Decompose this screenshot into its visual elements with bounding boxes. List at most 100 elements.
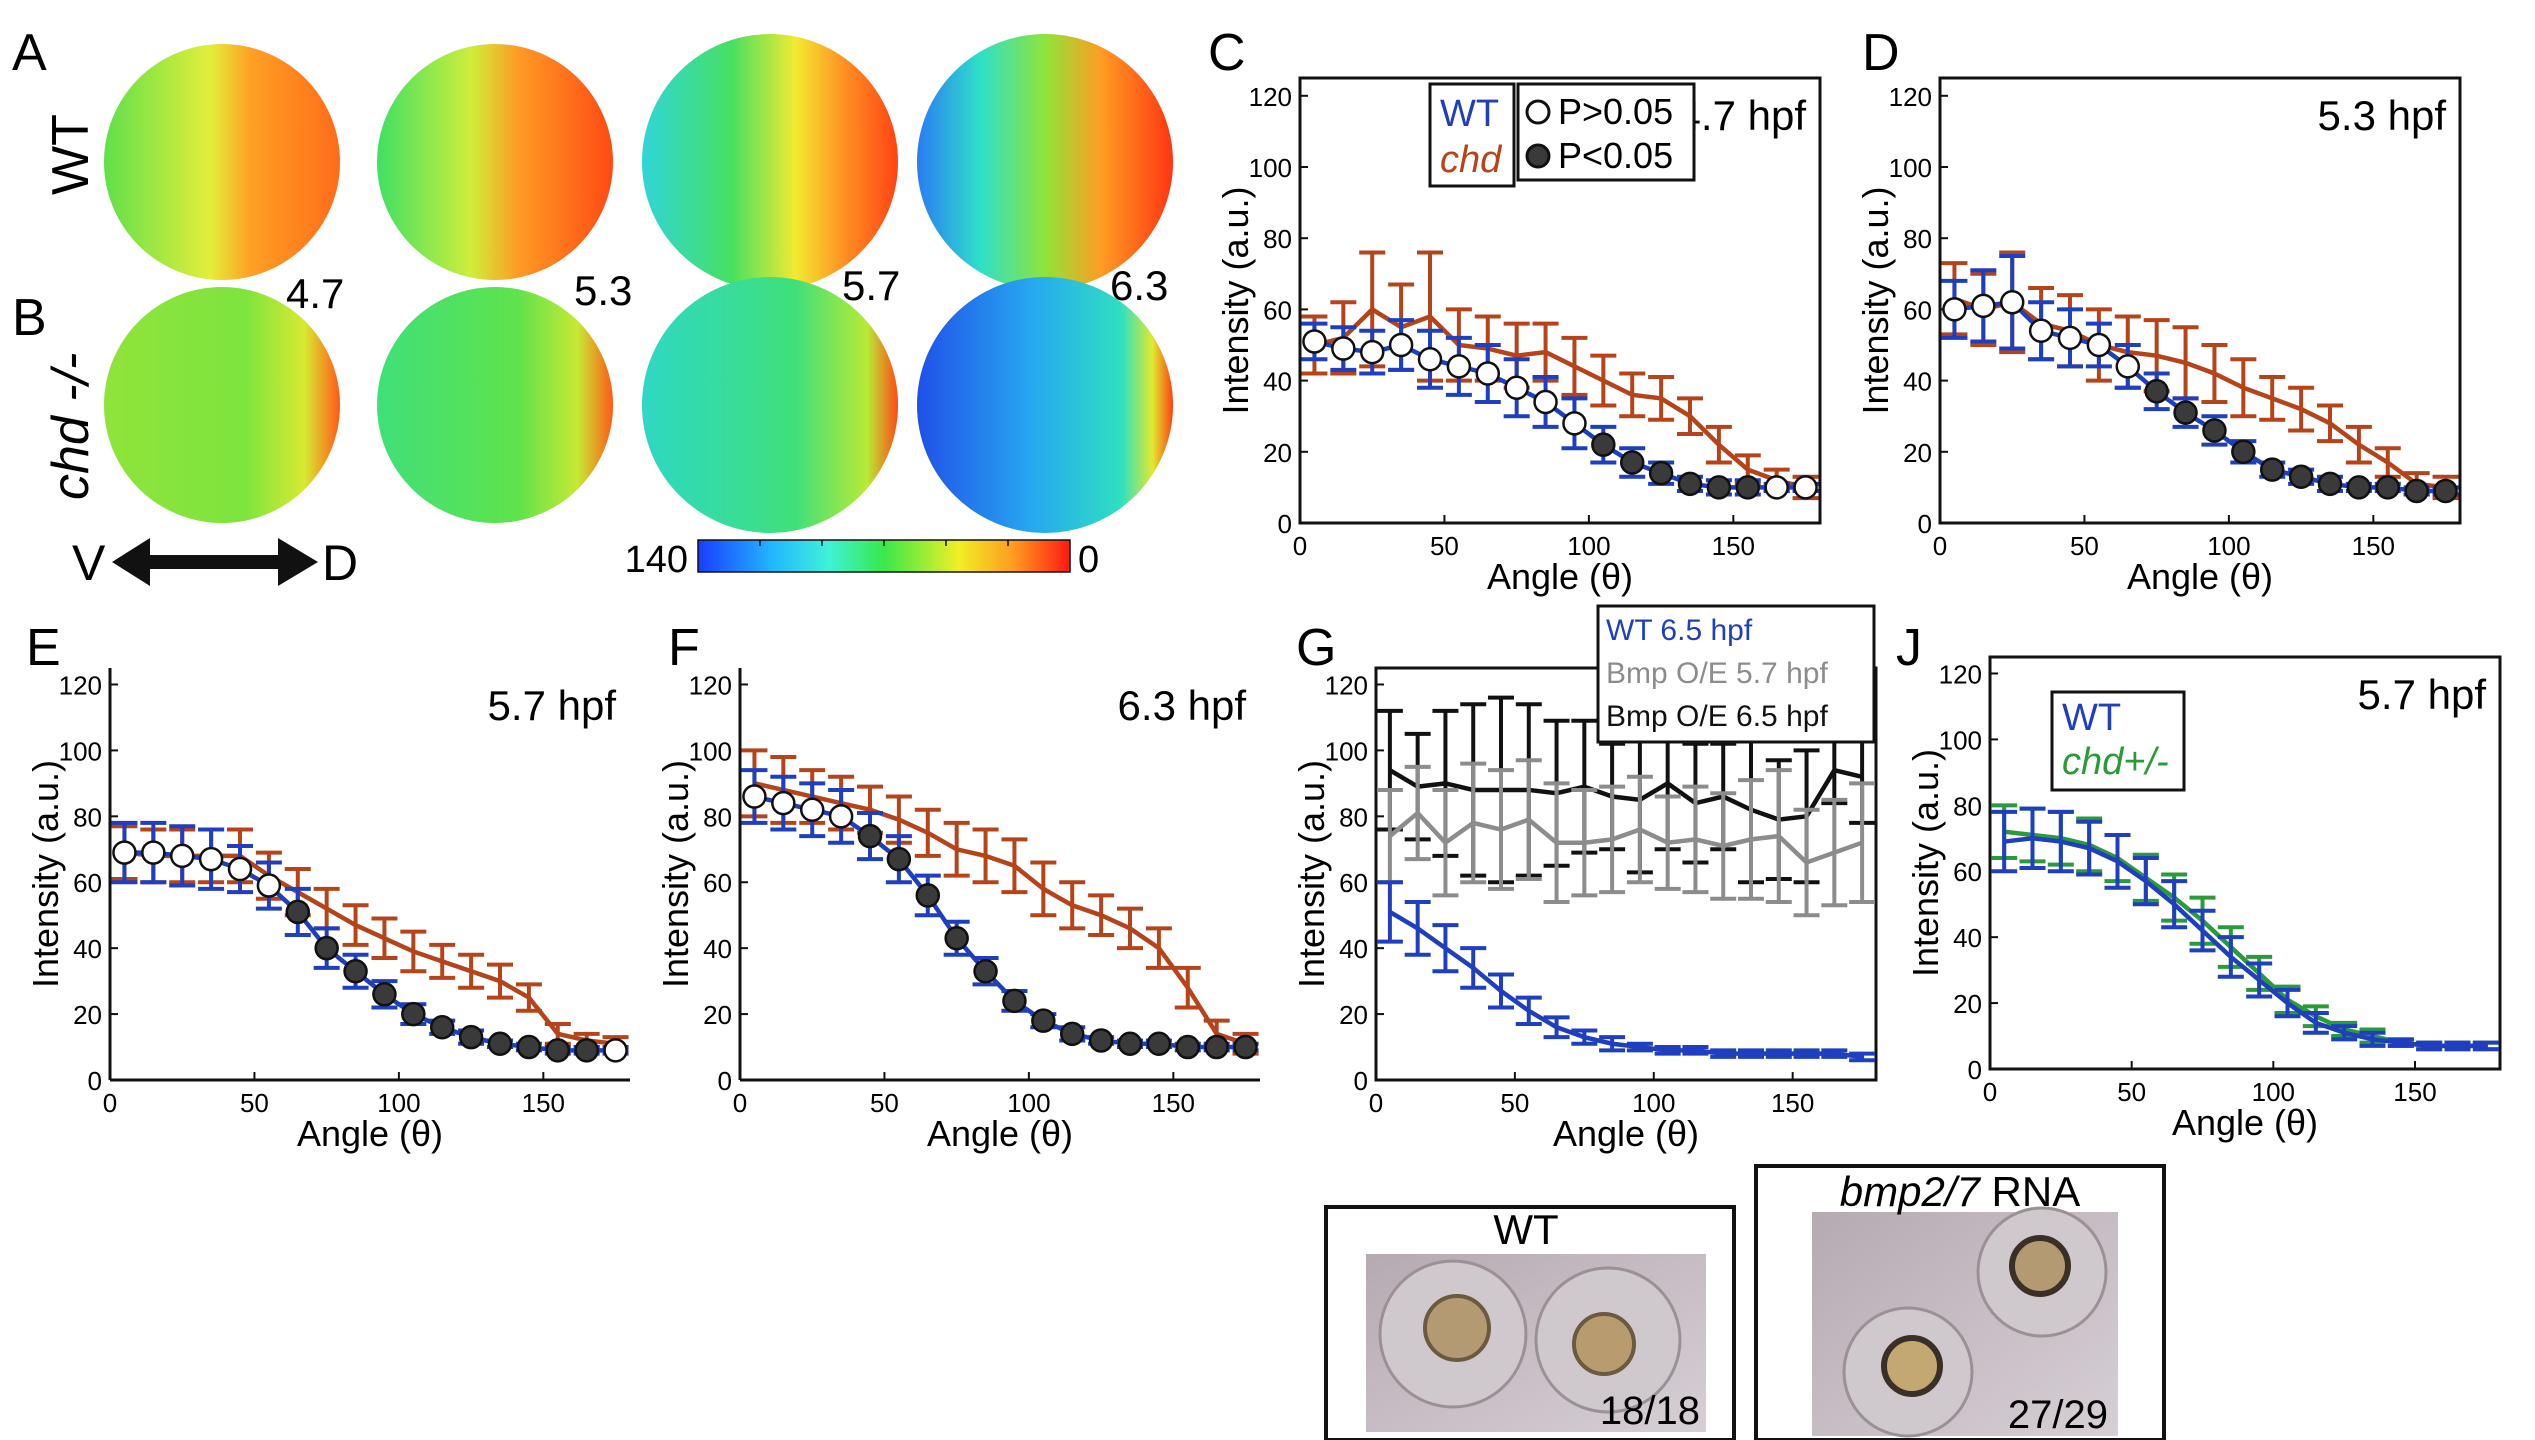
chart-c-xtick-label: 0 — [1293, 531, 1307, 561]
chart-d-series-wt-point — [1971, 293, 1996, 319]
chart-c-series-wt-point — [1764, 475, 1789, 500]
chart-f-ytick-label: 60 — [703, 868, 732, 898]
chart-e-series-wt-point — [516, 1034, 542, 1060]
chart-f-series-wt-point — [973, 958, 998, 984]
legend-j: WT chd+/- — [2050, 690, 2186, 792]
chart-c-series-wt-point — [1446, 354, 1472, 379]
chart-j-series-wt-line — [2003, 836, 2486, 1049]
photo-h-title: WT — [1493, 1206, 1558, 1253]
chart-c-ytick-label: 120 — [1249, 82, 1292, 112]
chart-c-series-wt-point — [1302, 329, 1327, 354]
chart-d-xlabel: Angle (θ) — [2127, 556, 2273, 597]
chart-g-xtick-label: 150 — [1771, 1088, 1814, 1118]
ventral-label: V — [72, 535, 106, 591]
chart-j-xtick-label: 50 — [2117, 1077, 2146, 1107]
photo-h-count: 18/18 — [1600, 1389, 1700, 1433]
chart-f-series-wt-point — [771, 790, 796, 816]
chart-c-series-wt-point — [1359, 339, 1385, 365]
chart-d-series-wt-point — [2404, 478, 2429, 504]
chart-f-series-wt-point — [915, 883, 941, 908]
chart-e-series-wt-point — [372, 982, 397, 1007]
chart-f-series-wt-point — [857, 823, 883, 849]
chart-d-ytick-label: 0 — [1918, 509, 1932, 539]
chart-c-series-wt-point — [1591, 432, 1616, 457]
chart-e-ytick-label: 20 — [73, 1000, 102, 1030]
chart-g-xtick-label: 100 — [1632, 1088, 1675, 1118]
chart-c-series-chd-line — [1313, 306, 1807, 490]
chart-c-frame — [1298, 76, 1822, 525]
chart-d-series-wt-point — [2086, 332, 2112, 358]
panel-letter-c: C — [1208, 24, 1246, 82]
chart-e-series-wt-line — [124, 850, 616, 1053]
chart-d-ytick-label: 100 — [1889, 153, 1932, 183]
photo-i-title-gene: bmp2/7 — [1840, 1168, 1982, 1215]
legend-j-het: chd+/- — [2062, 741, 2169, 783]
chart-c-ytick-label: 40 — [1263, 367, 1292, 397]
chart-e-series-wt-point — [169, 843, 195, 869]
chart-c-xtick-label: 150 — [1712, 531, 1755, 561]
sphere-wt-2 — [377, 44, 613, 280]
chart-c-series-wt-point — [1562, 411, 1587, 436]
sphere-chd-3 — [642, 277, 898, 533]
chart-e-series-wt-point — [256, 873, 282, 898]
chart-e-series-wt-point — [343, 958, 368, 984]
chart-f-series-wt-point — [886, 846, 912, 872]
chart-e-xtick-label: 0 — [103, 1088, 117, 1118]
chart-j-xtick-label: 100 — [2252, 1077, 2295, 1107]
photo-i-title-rest: RNA — [1980, 1168, 2080, 1215]
chart-d-series-chd — [1941, 250, 2459, 501]
chart-d-series-chd-line — [1953, 296, 2446, 490]
chart-d-series-wt-point — [1942, 297, 1967, 322]
chart-f-ytick-label: 120 — [689, 670, 732, 700]
chart-d-series-wt-point — [2028, 318, 2054, 344]
chart-e-series-wt-point — [401, 1001, 426, 1027]
chart-j-ylabel: Intensity (a.u.) — [1905, 749, 1946, 977]
chart-g-xtick-label: 0 — [1369, 1088, 1383, 1118]
chart-d-ylabel: Intensity (a.u.) — [1855, 186, 1896, 414]
legend-c-filled-marker — [1525, 143, 1551, 169]
legend-c-open-marker — [1525, 99, 1551, 125]
panel-letter-j: J — [1896, 619, 1922, 677]
chart-e-series-wt-point — [574, 1038, 599, 1063]
chart-g-series-wt-6-5-hpf — [1376, 880, 1876, 1063]
panel-letter-e: E — [26, 619, 61, 677]
chart-c-series-wt — [1301, 318, 1819, 500]
chart-f-series-chd — [741, 748, 1259, 1056]
chart-f-series-wt-point — [828, 804, 854, 829]
chart-g-ytick-label: 0 — [1354, 1066, 1368, 1096]
sphere-wt-3 — [642, 34, 898, 290]
chart-e-xtick-label: 50 — [240, 1088, 269, 1118]
chart-j-frame — [1988, 655, 2502, 1071]
chart-f-series-wt-point — [1175, 1034, 1201, 1060]
chart-e-series-wt-point — [487, 1031, 513, 1056]
chart-d-ytick-label: 20 — [1903, 438, 1932, 468]
chart-c-ytick-label: 60 — [1263, 295, 1292, 325]
sphere-chd-4 — [917, 277, 1173, 533]
chart-d-series-wt-point — [2173, 400, 2198, 425]
chart-e-ytick-label: 0 — [88, 1066, 102, 1096]
chart-j-xlabel: Angle (θ) — [2172, 1102, 2318, 1143]
colorbar-ticks — [759, 540, 1009, 546]
chart-g-series-bmp-o-e-6-5-hpf-line — [1388, 767, 1863, 822]
ventral-dorsal-arrow — [112, 538, 318, 586]
chart-d-series-wt-point — [2259, 457, 2285, 482]
sphere-time-3: 5.7 — [842, 262, 900, 309]
chart-e-ytick-label: 100 — [59, 736, 102, 766]
chart-c-series-wt-point — [1331, 336, 1356, 361]
chart-d-xtick-label: 100 — [2207, 531, 2250, 561]
chart-e-series-wt-point — [285, 899, 311, 925]
chart-c-xtick-label: 50 — [1430, 531, 1459, 561]
chart-f: 0 20 40 60 80 100 120 0 50 100 150 Angle (θ) Intensi… — [655, 668, 1260, 1154]
panel-letter-a: A — [12, 24, 47, 82]
chart-c-series-wt-point — [1706, 475, 1732, 500]
chart-d-xtick-label: 0 — [1933, 531, 1947, 561]
chart-j-ytick-label: 40 — [1953, 923, 1982, 953]
panel-letter-f: F — [668, 619, 700, 677]
chart-e: 0 20 40 60 80 100 120 0 50 100 150 Angle (θ) Intensi… — [25, 668, 630, 1154]
chart-d-frame — [1938, 76, 2462, 525]
chart-f-ytick-label: 20 — [703, 1000, 732, 1030]
chart-e-series-wt-point — [545, 1038, 571, 1063]
chart-e-ytick-label: 60 — [73, 868, 102, 898]
chart-f-xtick-label: 0 — [733, 1088, 747, 1118]
